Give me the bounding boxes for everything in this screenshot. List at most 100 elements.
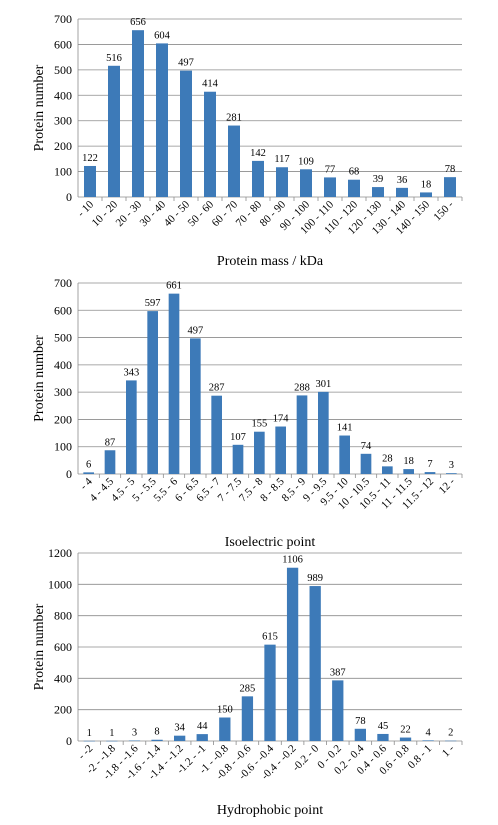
y-tick-label: 0 xyxy=(66,467,72,481)
bar xyxy=(168,293,180,474)
data-label: 155 xyxy=(251,419,267,430)
y-tick-label: 700 xyxy=(54,12,72,26)
data-label: 414 xyxy=(202,79,219,90)
y-axis-title: Protein number xyxy=(32,603,47,690)
bar xyxy=(403,469,414,474)
x-axis-title: Hydrophobic point xyxy=(217,803,323,818)
data-label: 387 xyxy=(330,667,346,678)
y-tick-label: 200 xyxy=(54,412,72,426)
bar xyxy=(396,187,408,197)
bar xyxy=(132,30,144,198)
y-tick-label: 1200 xyxy=(48,546,72,560)
data-label: 4 xyxy=(425,727,431,738)
data-label: 150 xyxy=(217,705,233,716)
x-tick-label: 40 - 50 xyxy=(162,198,193,229)
x-tick-label: 30 - 40 xyxy=(138,198,169,229)
bar xyxy=(309,586,321,741)
x-tick-label: 10 - 20 xyxy=(90,198,121,229)
bar xyxy=(339,435,350,474)
bar xyxy=(318,391,329,474)
data-label: 142 xyxy=(250,148,266,159)
bar xyxy=(399,737,412,741)
x-axis-title: Protein mass / kDa xyxy=(217,254,324,269)
bar xyxy=(422,740,434,741)
y-tick-label: 0 xyxy=(66,190,72,204)
data-label: 78 xyxy=(355,716,366,727)
data-label: 343 xyxy=(123,367,139,378)
data-label: 78 xyxy=(445,164,456,175)
data-label: 87 xyxy=(105,437,116,448)
bar xyxy=(196,734,208,741)
data-label: 301 xyxy=(315,379,331,390)
bar xyxy=(348,179,360,197)
y-tick-label: 400 xyxy=(54,88,72,102)
bar xyxy=(324,177,336,197)
data-label: 516 xyxy=(106,53,122,64)
x-tick-label: 12 - xyxy=(437,475,458,496)
bar xyxy=(372,187,384,197)
bar xyxy=(128,740,141,742)
bar xyxy=(156,43,168,197)
bar xyxy=(332,680,344,741)
bar xyxy=(286,567,299,741)
bar xyxy=(276,167,288,197)
data-label: 141 xyxy=(337,423,353,434)
bar xyxy=(377,733,389,741)
data-label: 661 xyxy=(166,281,182,292)
data-label: 36 xyxy=(397,175,408,186)
data-label: 2 xyxy=(448,728,453,739)
bar xyxy=(219,717,231,741)
bar xyxy=(84,165,96,197)
bar xyxy=(204,91,216,197)
data-label: 77 xyxy=(325,164,336,175)
y-tick-label: 500 xyxy=(54,63,72,77)
y-tick-label: 600 xyxy=(54,303,72,317)
bar xyxy=(241,696,254,741)
data-label: 7 xyxy=(427,459,432,470)
bar xyxy=(83,472,94,474)
bar xyxy=(360,453,372,474)
bar xyxy=(354,728,366,741)
x-axis-title: Isoelectric point xyxy=(225,535,316,550)
bar xyxy=(174,735,186,741)
bar xyxy=(83,740,95,742)
y-tick-label: 300 xyxy=(54,114,72,128)
data-label: 1 xyxy=(109,728,114,739)
bar xyxy=(445,740,457,742)
y-tick-label: 400 xyxy=(54,671,72,685)
bar xyxy=(126,380,137,474)
bar xyxy=(252,160,264,197)
data-label: 117 xyxy=(274,154,289,165)
y-tick-label: 100 xyxy=(54,440,72,454)
data-label: 28 xyxy=(382,453,393,464)
data-label: 656 xyxy=(130,17,146,28)
data-label: 597 xyxy=(145,298,161,309)
data-label: 8 xyxy=(154,727,159,738)
x-tick-label: 20 - 30 xyxy=(114,198,145,229)
data-label: 3 xyxy=(449,460,454,471)
bar xyxy=(424,472,436,474)
data-label: 45 xyxy=(378,721,389,732)
bar xyxy=(180,70,192,197)
x-tick-label: 150 - xyxy=(431,198,456,223)
x-tick-label: -0.2 - 0 xyxy=(290,742,322,774)
data-label: 6 xyxy=(86,459,91,470)
bar xyxy=(446,473,457,474)
y-axis-title: Protein number xyxy=(32,64,47,151)
data-label: 615 xyxy=(262,632,278,643)
y-tick-label: 100 xyxy=(54,165,72,179)
data-label: 122 xyxy=(82,153,98,164)
data-label: 174 xyxy=(273,414,290,425)
data-label: 34 xyxy=(174,723,185,734)
bar xyxy=(211,395,222,474)
data-label: 285 xyxy=(240,683,256,694)
data-label: 288 xyxy=(294,382,310,393)
data-label: 68 xyxy=(349,167,360,178)
x-tick-label: 70 - 80 xyxy=(234,198,265,229)
data-label: 18 xyxy=(403,456,414,467)
data-label: 44 xyxy=(197,721,208,732)
bar xyxy=(108,65,120,197)
